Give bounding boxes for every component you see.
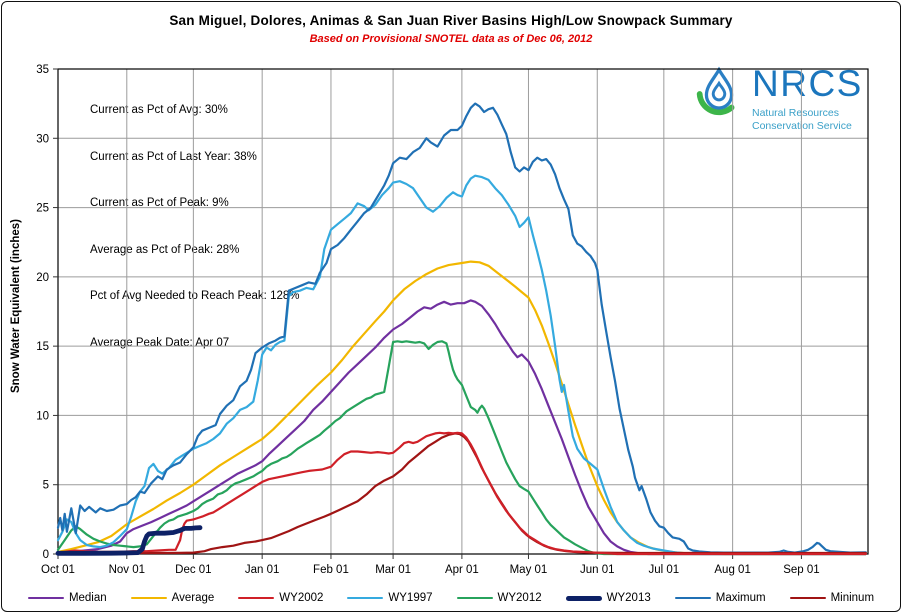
legend-label-average: Average: [171, 592, 215, 604]
series-line-maximum: [56, 102, 867, 554]
legend-item-wy2013: WY2013: [565, 592, 651, 604]
x-tick-label: Mar 01: [375, 564, 411, 576]
legend-swatch-median: [27, 596, 64, 600]
legend-item-wy1997: WY1997: [347, 592, 433, 604]
x-tick-label: Jul 01: [648, 564, 679, 576]
x-tick-label: Jun 01: [580, 564, 615, 576]
legend-item-maximum: Maximum: [674, 592, 766, 604]
legend-label-median: Median: [68, 592, 107, 604]
stat-pct-of-last-year: Current as Pct of Last Year: 38%: [90, 150, 257, 163]
stat-pct-of-avg: Current as Pct of Avg: 30%: [90, 104, 228, 116]
legend-swatch-wy1997: [347, 596, 384, 600]
x-tick-label: Dec 01: [175, 564, 211, 576]
legend-label-wy2012: WY2012: [497, 592, 542, 604]
x-tick-label: Oct 01: [41, 564, 75, 576]
legend-item-mininum: Mininum: [789, 592, 875, 604]
series-line-wy2013: [55, 525, 203, 556]
series-line-median: [56, 299, 867, 556]
legend-swatch-maximum: [674, 596, 711, 600]
legend-swatch-wy2012: [456, 596, 493, 600]
legend-item-average: Average: [130, 592, 215, 604]
nrcs-acronym: NRCS: [752, 63, 863, 104]
legend-swatch-mininum: [789, 596, 826, 600]
chart-title: San Miguel, Dolores, Animas & San Juan R…: [169, 13, 733, 28]
chart-legend: Median Average WY2002 WY1997 WY2012 WY2013 Max…: [2, 592, 900, 604]
stat-avg-pct-of-peak: Average as Pct of Peak: 28%: [90, 243, 240, 256]
legend-label-maximum: Maximum: [715, 592, 766, 604]
y-tick-label: 20: [36, 272, 49, 284]
legend-swatch-average: [130, 596, 167, 600]
plot-frame: [57, 68, 869, 555]
stat-pct-of-peak: Current as Pct of Peak: 9%: [90, 197, 229, 209]
y-tick-label: 5: [43, 480, 49, 492]
legend-swatch-wy2013: [565, 595, 602, 601]
y-tick-label: 35: [36, 64, 49, 76]
x-tick-label: Aug 01: [714, 564, 750, 576]
x-tick-label: Feb 01: [313, 564, 349, 576]
x-tick-label: Sep 01: [783, 564, 819, 576]
x-tick-label: Jan 01: [245, 564, 280, 576]
legend-item-wy2002: WY2002: [238, 592, 323, 604]
chart-subtitle: Based on Provisional SNOTEL data as of D…: [309, 33, 593, 45]
series-line-wy2012: [56, 340, 867, 556]
series-line-wy2002: [56, 431, 867, 556]
legend-label-mininum: Mininum: [830, 592, 875, 604]
legend-label-wy2002: WY2002: [279, 592, 324, 604]
legend-item-median: Median: [27, 592, 107, 604]
y-tick-label: 30: [36, 133, 49, 145]
stat-avg-peak-date: Average Peak Date: Apr 07: [90, 336, 230, 349]
nrcs-droplet-icon: [696, 66, 735, 116]
y-tick-label: 0: [43, 549, 49, 561]
y-tick-label: 10: [36, 410, 49, 422]
y-tick-label: 15: [36, 341, 49, 353]
legend-item-wy2012: WY2012: [456, 592, 542, 604]
legend-label-wy1997: WY1997: [388, 592, 433, 604]
legend-label-wy2013: WY2013: [606, 592, 651, 604]
y-tick-label: 25: [36, 203, 49, 215]
x-tick-label: May 01: [510, 564, 548, 576]
stats-block: Current as Pct of Avg: 30% Current as Pc…: [90, 72, 299, 382]
x-tick-label: Nov 01: [109, 564, 145, 576]
x-tick-label: Apr 01: [445, 564, 479, 576]
legend-swatch-wy2002: [238, 596, 275, 600]
